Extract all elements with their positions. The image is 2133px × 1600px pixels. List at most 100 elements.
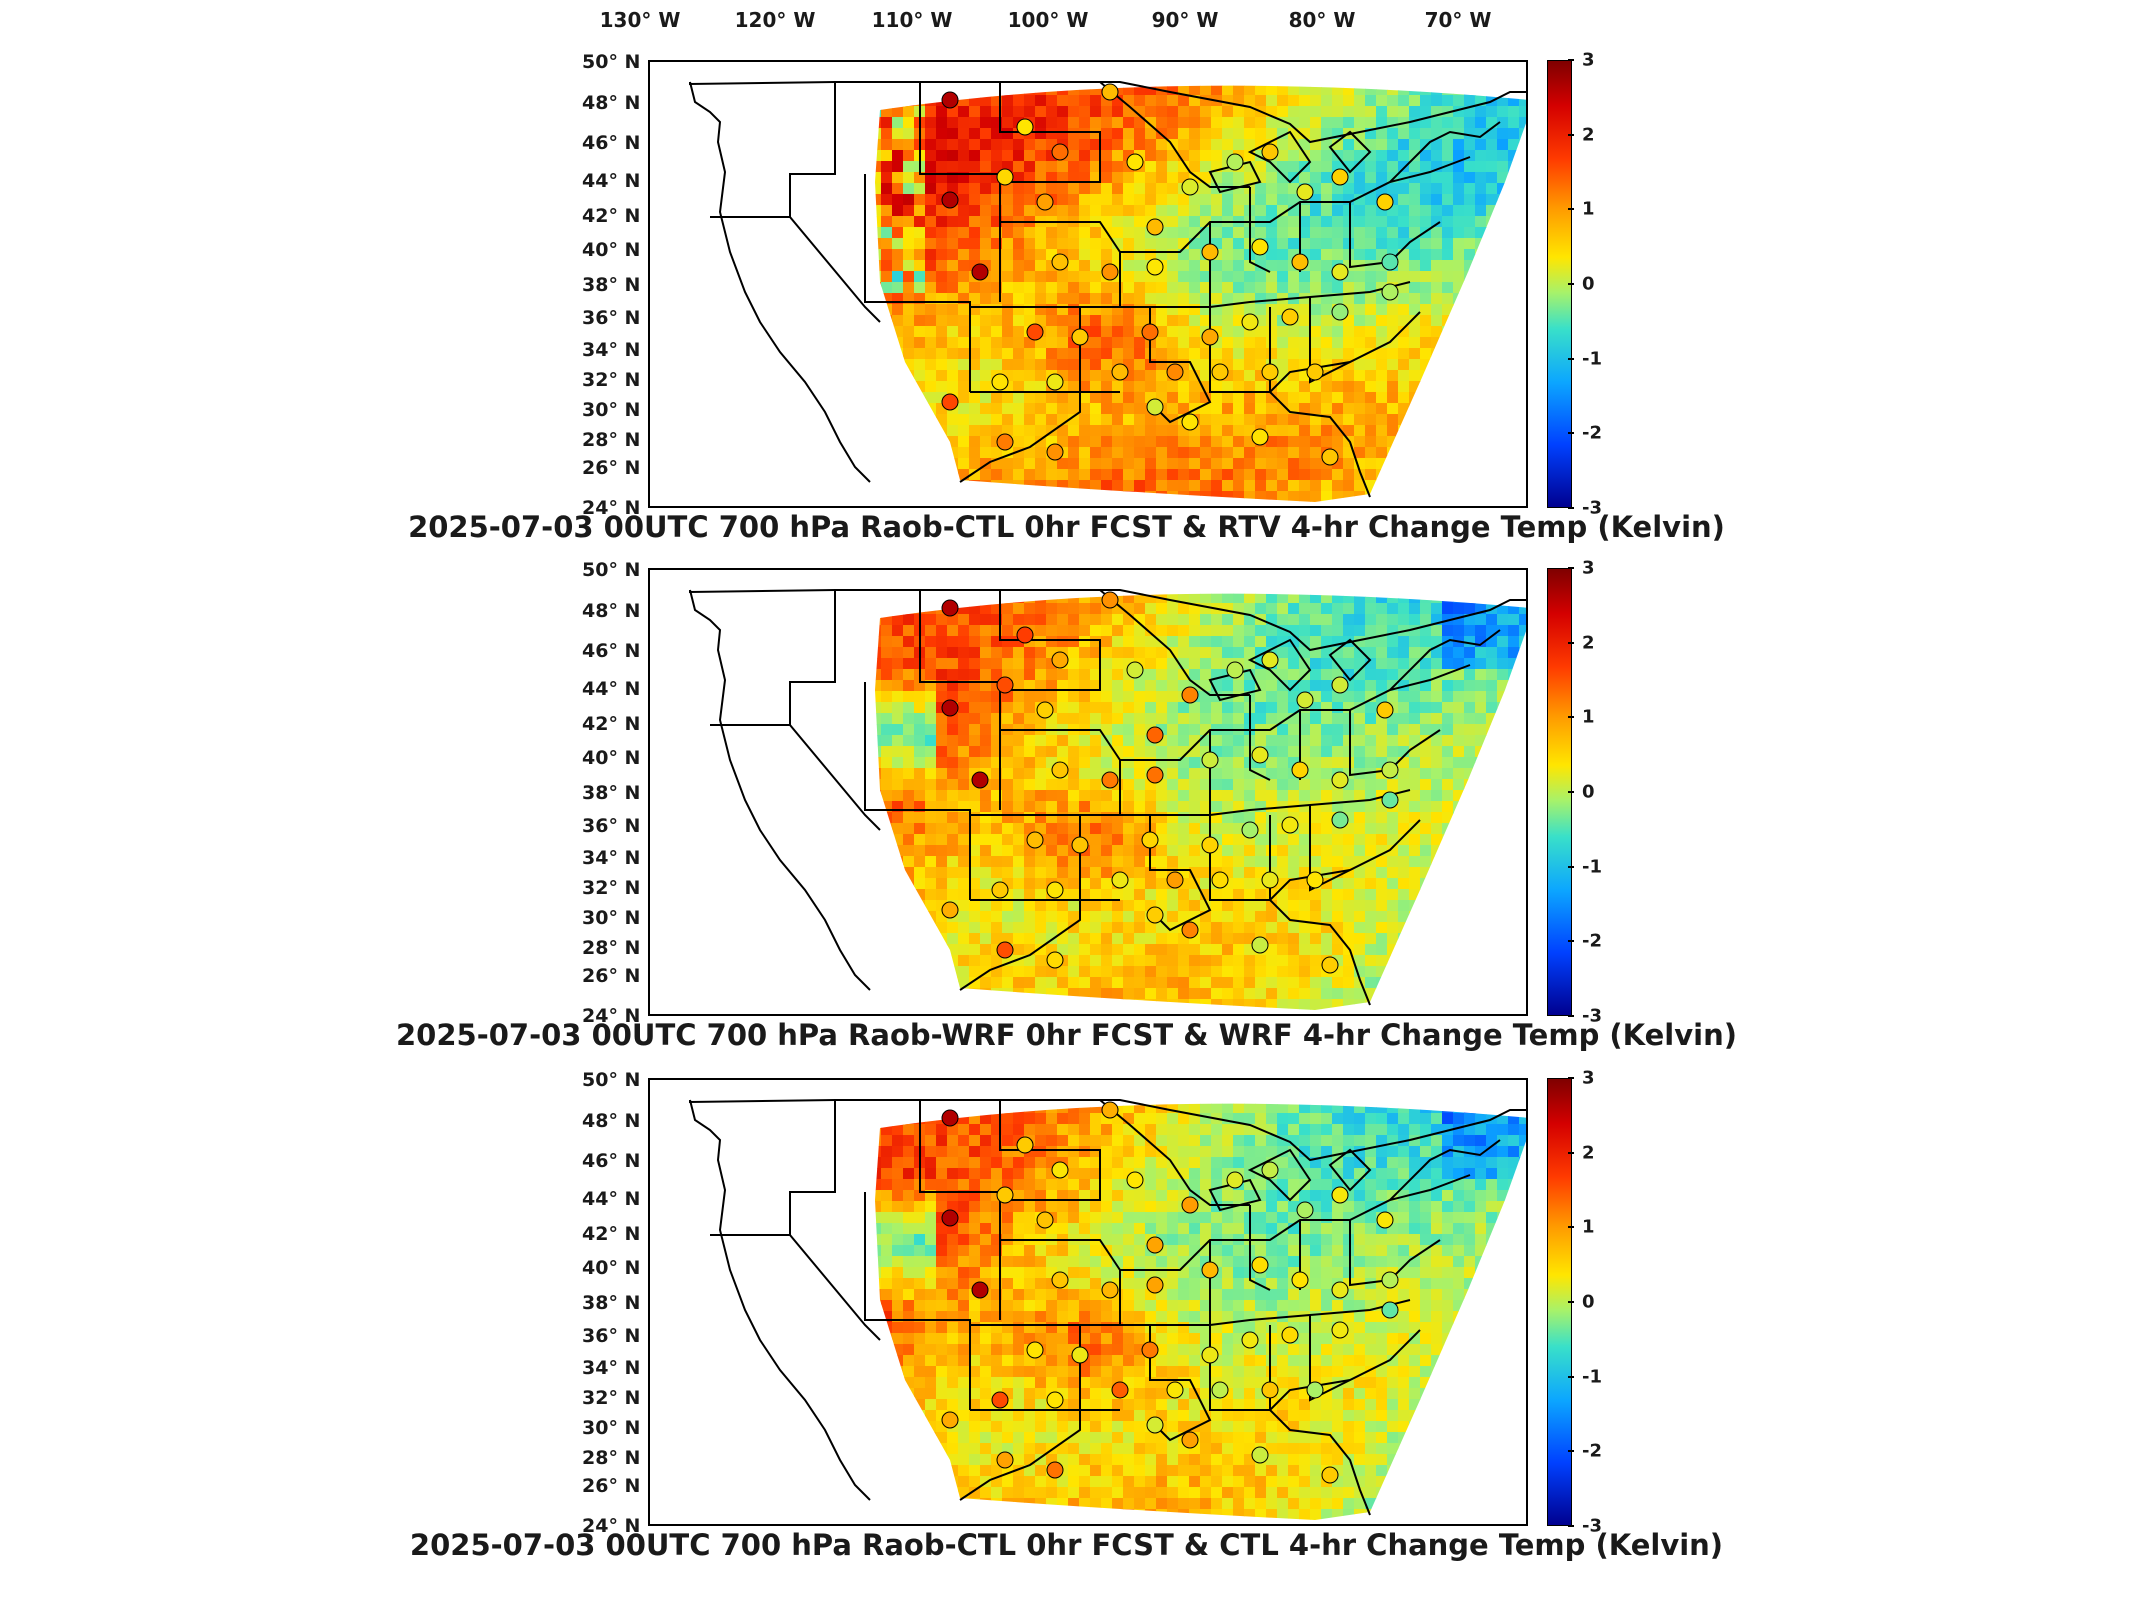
station-marker <box>1321 956 1339 974</box>
station-marker <box>1281 816 1299 834</box>
station-marker <box>1331 676 1349 694</box>
latitude-label: 30° N <box>582 399 641 421</box>
station-marker <box>996 941 1014 959</box>
latitude-label: 50° N <box>582 51 641 73</box>
colorbar-tick-label: -2 <box>1582 1440 1602 1462</box>
longitude-label: 120° W <box>734 8 816 32</box>
latitude-label: 26° N <box>582 457 641 479</box>
raob-stations <box>941 1101 1399 1484</box>
colorbar-tick-label: 3 <box>1582 557 1595 579</box>
station-marker <box>1321 1466 1339 1484</box>
latitude-label: 36° N <box>582 815 641 837</box>
latitude-label: 32° N <box>582 369 641 391</box>
latitude-label: 28° N <box>582 1447 641 1469</box>
latitude-label: 50° N <box>582 1069 641 1091</box>
station-marker <box>1281 1326 1299 1344</box>
station-marker <box>1036 193 1054 211</box>
colorbar-tick-mark <box>1568 507 1574 509</box>
latitude-label: 24° N <box>582 497 641 519</box>
station-marker <box>1241 313 1259 331</box>
station-marker <box>1211 871 1229 889</box>
colorbar-tick-mark <box>1568 716 1574 719</box>
station-marker <box>1211 1381 1229 1399</box>
station-marker <box>1226 1171 1244 1189</box>
station-marker <box>1101 83 1119 101</box>
colorbar-tick-mark <box>1568 1525 1574 1527</box>
station-marker <box>1331 1321 1349 1339</box>
station-marker <box>1201 1261 1219 1279</box>
station-marker <box>941 1411 959 1429</box>
longitude-label: 80° W <box>1288 8 1356 32</box>
station-marker <box>1111 871 1129 889</box>
map-frame <box>648 60 1528 508</box>
station-marker <box>1046 1391 1064 1409</box>
latitude-label: 38° N <box>582 1292 641 1314</box>
station-marker <box>1331 303 1349 321</box>
station-marker <box>941 1109 959 1127</box>
latitude-label: 48° N <box>582 600 641 622</box>
station-marker <box>1331 263 1349 281</box>
latitude-label: 50° N <box>582 559 641 581</box>
station-marker <box>1181 1431 1199 1449</box>
station-marker <box>1226 661 1244 679</box>
station-marker <box>1181 178 1199 196</box>
station-marker <box>991 373 1009 391</box>
station-marker <box>1306 1381 1324 1399</box>
map-frame <box>648 568 1528 1016</box>
station-marker <box>1146 766 1164 784</box>
station-marker <box>1291 253 1309 271</box>
colorbar-tick-label: 3 <box>1582 49 1595 71</box>
colorbar-tick-mark <box>1568 641 1574 644</box>
station-marker <box>1331 811 1349 829</box>
station-marker <box>1141 323 1159 341</box>
station-marker <box>1166 1381 1184 1399</box>
longitude-label: 100° W <box>1007 8 1089 32</box>
latitude-label: 44° N <box>582 1188 641 1210</box>
station-marker <box>1101 263 1119 281</box>
latitude-label: 38° N <box>582 274 641 296</box>
station-marker <box>1146 906 1164 924</box>
station-marker <box>1051 253 1069 271</box>
latitude-label: 28° N <box>582 429 641 451</box>
station-marker <box>1251 1446 1269 1464</box>
station-marker <box>1146 258 1164 276</box>
station-marker <box>1381 1301 1399 1319</box>
station-marker <box>1261 1381 1279 1399</box>
temperature-field <box>875 85 1526 503</box>
latitude-label: 38° N <box>582 782 641 804</box>
colorbar-tick-mark <box>1568 791 1574 793</box>
station-marker <box>941 599 959 617</box>
colorbar-tick-mark <box>1568 940 1574 943</box>
colorbar-tick-mark <box>1568 1151 1574 1154</box>
station-marker <box>1141 831 1159 849</box>
panel-title: 2025-07-03 00UTC 700 hPa Raob-CTL 0hr FC… <box>408 510 1725 544</box>
temperature-map <box>689 81 1526 503</box>
colorbar-tick-label: -2 <box>1582 930 1602 952</box>
longitude-label: 130° W <box>599 8 681 32</box>
station-marker <box>1071 1346 1089 1364</box>
station-marker <box>1146 398 1164 416</box>
station-marker <box>1261 871 1279 889</box>
station-marker <box>1381 791 1399 809</box>
station-marker <box>1381 253 1399 271</box>
station-marker <box>1261 1161 1279 1179</box>
station-marker <box>1331 771 1349 789</box>
colorbar-tick-label: -3 <box>1582 1005 1602 1027</box>
station-marker <box>1251 1256 1269 1274</box>
latitude-label: 30° N <box>582 1417 641 1439</box>
colorbar-tick-label: -1 <box>1582 348 1602 370</box>
station-marker <box>1101 1101 1119 1119</box>
latitude-label: 26° N <box>582 965 641 987</box>
colorbar-tick-label: 0 <box>1582 781 1595 803</box>
state-borders <box>689 1099 1526 1516</box>
station-marker <box>1146 1236 1164 1254</box>
station-marker <box>1226 153 1244 171</box>
colorbar-tick-label: 1 <box>1582 706 1595 728</box>
colorbar-tick-label: 0 <box>1582 273 1595 295</box>
station-marker <box>1251 936 1269 954</box>
station-marker <box>1026 831 1044 849</box>
station-marker <box>1051 1271 1069 1289</box>
latitude-label: 32° N <box>582 1387 641 1409</box>
colorbar-tick-label: 3 <box>1582 1067 1595 1089</box>
station-marker <box>1181 686 1199 704</box>
